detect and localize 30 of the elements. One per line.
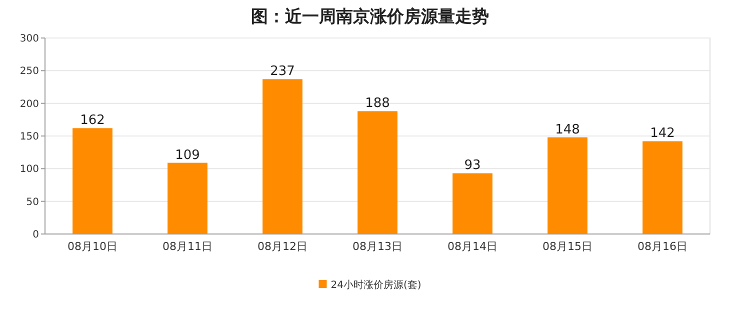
x-tick-label: 08月10日 (68, 240, 118, 253)
x-tick-label: 08月16日 (638, 240, 688, 253)
bar (548, 137, 588, 234)
data-label: 162 (80, 113, 105, 128)
x-tick-label: 08月15日 (542, 240, 592, 253)
y-tick-label: 200 (20, 98, 39, 110)
data-label: 109 (175, 148, 200, 163)
x-tick-label: 08月14日 (448, 240, 498, 253)
bar (642, 141, 682, 234)
x-tick-label: 08月12日 (258, 240, 308, 253)
data-label: 237 (270, 64, 295, 80)
legend-label: 24小时涨价房源(套) (330, 279, 422, 291)
data-label: 188 (365, 96, 390, 112)
y-tick-label: 0 (32, 230, 39, 240)
data-label: 93 (464, 158, 481, 174)
bar (72, 128, 112, 234)
data-label: 148 (555, 122, 580, 138)
y-tick-label: 100 (20, 164, 39, 176)
bar (358, 111, 398, 234)
data-label: 142 (650, 126, 675, 142)
y-tick-label: 250 (20, 66, 39, 78)
bar (168, 162, 208, 234)
chart-title: 图：近一周南京涨价房源量走势 (251, 7, 489, 27)
bar (262, 79, 302, 234)
y-tick-label: 50 (26, 196, 39, 208)
y-tick-label: 150 (20, 132, 39, 142)
x-tick-label: 08月11日 (162, 240, 212, 253)
bar (452, 173, 492, 234)
y-tick-label: 300 (20, 34, 39, 44)
x-tick-label: 08月13日 (352, 240, 402, 253)
